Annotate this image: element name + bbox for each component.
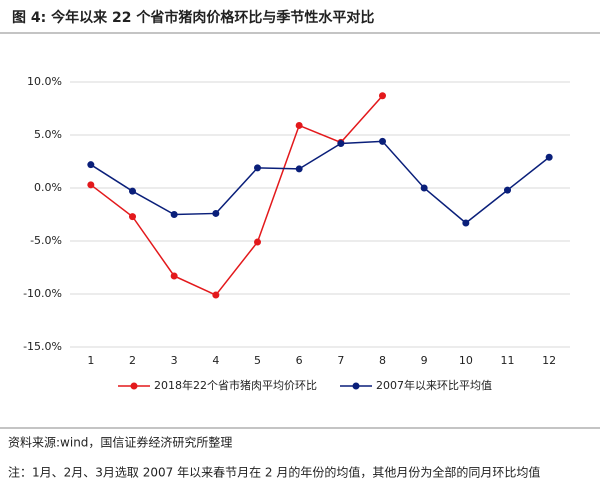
y-tick-label: 5.0% [34, 128, 62, 141]
y-tick-label: -10.0% [23, 287, 62, 300]
point [462, 219, 470, 227]
x-tick-label: 4 [212, 354, 219, 367]
point [379, 137, 386, 145]
note: 注：1月、2月、3月选取 2007 年以来春节月在 2 月的年份的均值，其他月份… [8, 465, 540, 480]
x-tick-label: 10 [459, 354, 473, 367]
y-tick-label: 0.0% [34, 181, 62, 194]
point [212, 209, 220, 217]
legend-marker [130, 382, 138, 390]
source: 资料来源:wind，国信证券经济研究所整理 [8, 435, 232, 450]
point [87, 161, 95, 169]
x-tick-label: 12 [542, 354, 556, 367]
x-tick-label: 5 [254, 354, 261, 367]
point [379, 92, 386, 100]
legend-label: 2018年22个省市猪肉平均价环比 [154, 378, 317, 392]
y-tick-label: -15.0% [23, 340, 62, 353]
x-tick-label: 6 [296, 354, 303, 367]
y-tick-label: 10.0% [27, 75, 62, 88]
point [504, 186, 511, 194]
point [337, 139, 345, 147]
x-tick-label: 9 [421, 354, 428, 367]
point [420, 184, 428, 192]
point [254, 164, 261, 172]
chart-title: 图 4: 今年以来 22 个省市猪肉价格环比与季节性水平对比 [12, 9, 374, 26]
point [545, 153, 553, 161]
series-line [90, 95, 384, 296]
legend-label: 2007年以来环比平均值 [376, 378, 492, 392]
y-tick-label: -5.0% [30, 234, 62, 247]
x-tick-label: 3 [171, 354, 178, 367]
point [129, 213, 136, 221]
point [212, 291, 220, 299]
point [295, 165, 303, 173]
point [87, 181, 95, 189]
x-tick-label: 11 [501, 354, 515, 367]
point [295, 121, 303, 129]
legend-marker [352, 382, 360, 390]
point [170, 272, 178, 280]
x-tick-label: 8 [379, 354, 386, 367]
x-tick-label: 2 [129, 354, 136, 367]
point [170, 211, 178, 218]
point [254, 238, 261, 246]
x-tick-label: 7 [337, 354, 344, 367]
series-line [90, 140, 550, 224]
x-tick-label: 1 [87, 354, 94, 367]
point [129, 187, 136, 195]
